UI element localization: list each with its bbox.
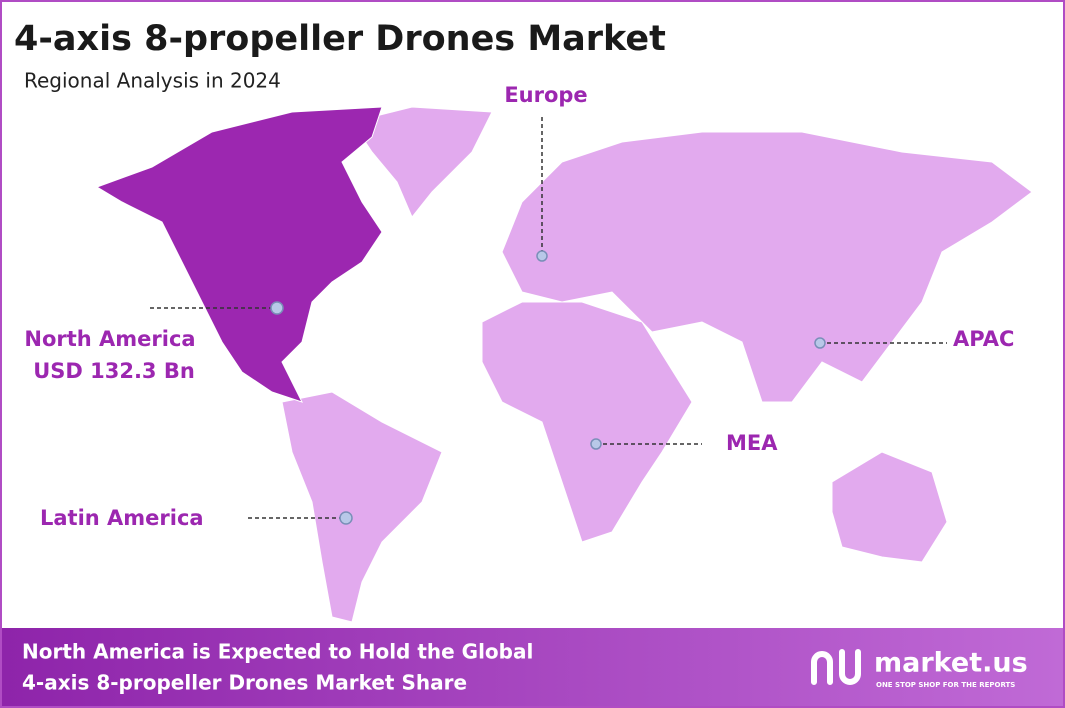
marker <box>339 511 353 525</box>
footer-line: 4-axis 8-propeller Drones Market Share <box>22 671 467 695</box>
brand: market.us <box>874 648 1028 679</box>
marker <box>536 250 548 262</box>
region-label: Latin America <box>40 506 204 530</box>
title: 4-axis 8-propeller Drones Market <box>14 19 666 59</box>
tagline: ONE STOP SHOP FOR THE REPORTS <box>876 681 1015 689</box>
australia <box>831 451 948 563</box>
subtitle: Regional Analysis in 2024 <box>24 69 281 93</box>
footer-line: North America is Expected to Hold the Gl… <box>22 640 533 664</box>
south-america <box>281 391 443 623</box>
footer-band <box>2 628 1063 706</box>
region-label: MEA <box>726 431 778 455</box>
marker <box>270 301 284 315</box>
logo-icon <box>811 649 861 685</box>
greenland <box>351 106 493 218</box>
region-label: Europe <box>504 83 587 107</box>
eurasia <box>501 131 1033 403</box>
region-label: North America <box>24 327 195 351</box>
africa <box>481 301 693 543</box>
region-value: USD 132.3 Bn <box>33 359 195 383</box>
world-map <box>95 106 1033 623</box>
north-america <box>95 106 383 403</box>
marker <box>590 438 602 450</box>
pointers <box>150 117 947 519</box>
markers <box>270 250 826 525</box>
region-label: APAC <box>953 327 1014 351</box>
marker <box>814 337 826 349</box>
